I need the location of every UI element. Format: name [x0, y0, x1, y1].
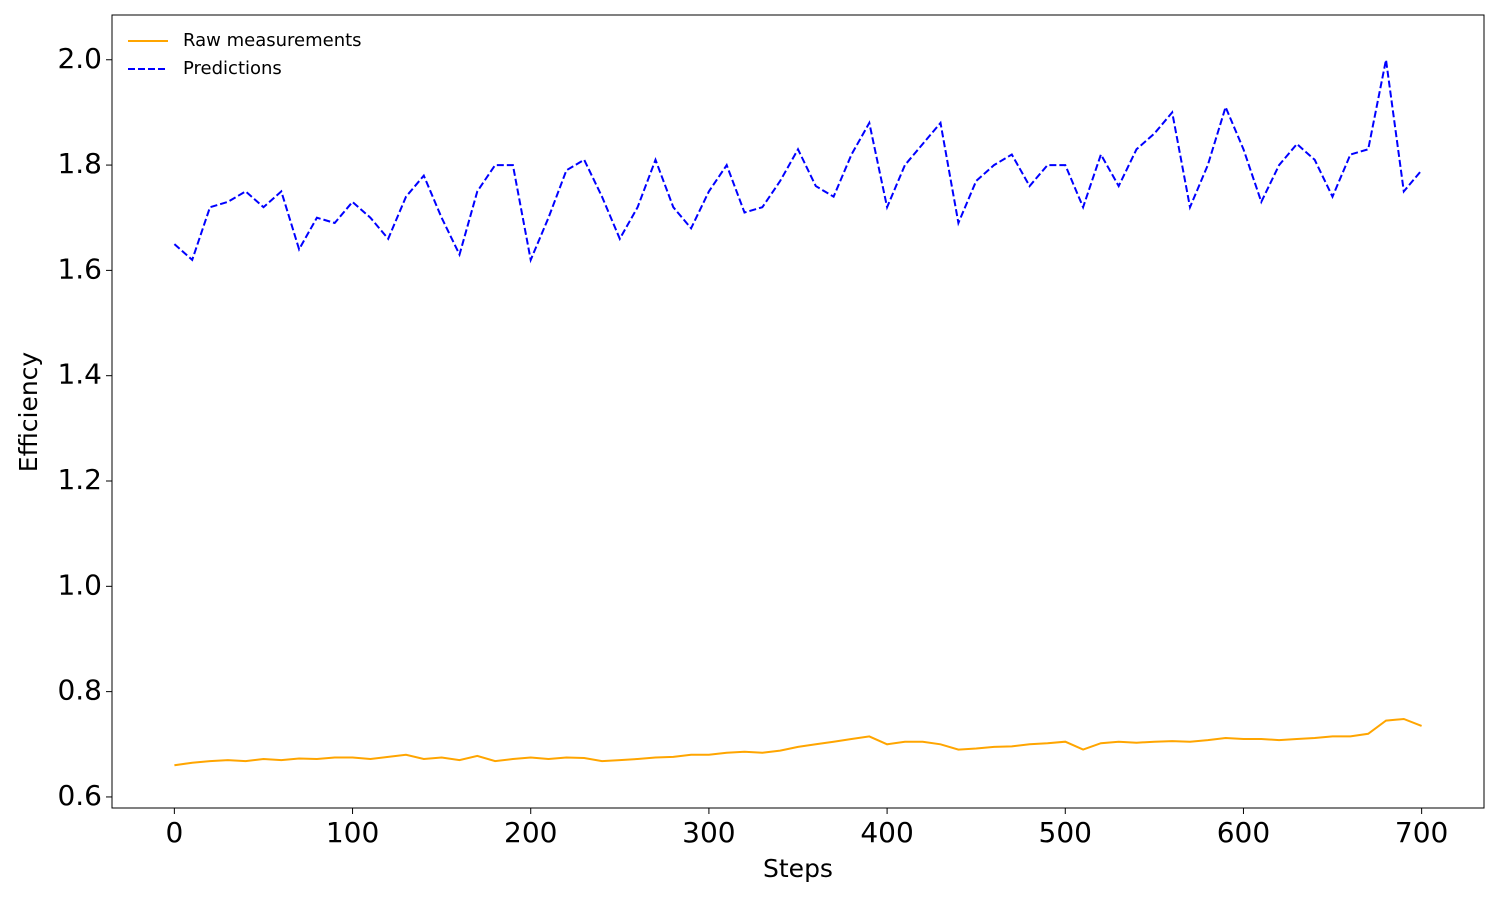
y-tick-label: 0.8 — [57, 674, 102, 707]
x-tick-label: 700 — [1395, 816, 1448, 849]
x-tick-label: 600 — [1217, 816, 1270, 849]
line-series — [174, 717, 1422, 767]
x-tick-label: 100 — [326, 816, 379, 849]
x-tick-label: 400 — [860, 816, 913, 849]
x-tick-label: 500 — [1039, 816, 1092, 849]
y-tick-label: 0.6 — [57, 779, 102, 812]
y-axis-label: Efficiency — [14, 352, 43, 473]
y-tick-label: 1.8 — [57, 147, 102, 180]
x-tick-label: 300 — [682, 816, 735, 849]
x-tick-label: 200 — [504, 816, 557, 849]
legend-label: Raw measurements — [183, 30, 362, 51]
line-series — [173, 59, 1423, 264]
y-tick-label: 2.0 — [57, 42, 102, 75]
y-tick-label: 1.6 — [57, 252, 102, 285]
plot-frame — [111, 14, 1485, 809]
y-tick-label: 1.0 — [57, 568, 102, 601]
legend-label: Predictions — [183, 58, 282, 79]
x-axis-label: Steps — [763, 854, 833, 883]
x-tick-label: 0 — [165, 816, 183, 849]
y-tick-label: 1.4 — [57, 358, 102, 391]
y-tick-label: 1.2 — [57, 463, 102, 496]
